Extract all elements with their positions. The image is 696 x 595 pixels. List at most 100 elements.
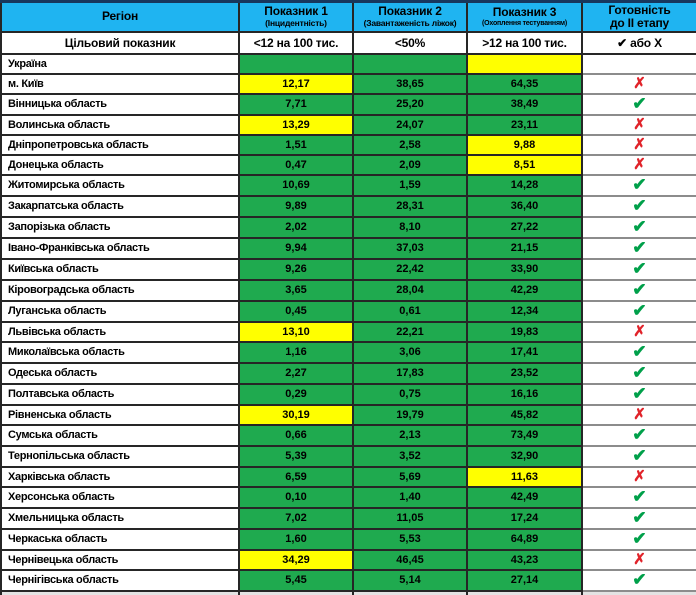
x-icon: ✗ <box>633 322 646 340</box>
column-header-indicator-1: Показник 1 (Інцидентність) <box>238 0 354 33</box>
cutoff-cell <box>581 589 696 595</box>
region-name: м. Київ <box>0 72 240 95</box>
indicator-3-value: 9,88 <box>466 133 583 156</box>
x-icon: ✗ <box>633 155 646 173</box>
region-name: Івано-Франківська область <box>0 236 240 260</box>
check-icon: ✔ <box>632 300 647 320</box>
region-name: Рівненська область <box>0 403 240 426</box>
table-row: Миколаївська область 1,16 3,06 17,41 ✔ <box>0 340 696 364</box>
table-row: Харківська область 6,59 5,69 11,63 ✗ <box>0 465 696 488</box>
status-empty <box>581 52 696 75</box>
indicator-2-value: 2,09 <box>352 153 468 176</box>
target-indicator-1: <12 на 100 тис. <box>238 30 354 55</box>
table-row: Кіровоградська область 3,65 28,04 42,29 ✔ <box>0 278 696 302</box>
check-icon: ✔ <box>632 383 647 403</box>
region-name: Кіровоградська область <box>0 278 240 302</box>
indicator-1-value: 9,26 <box>238 257 354 281</box>
indicator-3-value: 64,89 <box>466 527 583 551</box>
region-name: Херсонська область <box>0 485 240 509</box>
indicator-2-value: 5,53 <box>352 527 468 551</box>
indicator-2-value: 28,31 <box>352 194 468 218</box>
indicator-3-value: 14,28 <box>466 173 583 197</box>
target-row: Цільовий показник <12 на 100 тис. <50% >… <box>0 30 696 55</box>
indicator-1-value: 5,45 <box>238 568 354 592</box>
indicator-2-value: 2,58 <box>352 133 468 156</box>
region-name: Житомирська область <box>0 173 240 197</box>
status-check-icon: ✔ <box>581 527 696 551</box>
indicator-2-value: 8,10 <box>352 215 468 239</box>
check-icon: ✔ <box>632 569 647 589</box>
indicator-2-value: 17,83 <box>352 361 468 385</box>
status-check-icon: ✔ <box>581 278 696 302</box>
region-name: Полтавська область <box>0 382 240 406</box>
table-row: Тернопільська область 5,39 3,52 32,90 ✔ <box>0 444 696 468</box>
x-icon: ✗ <box>633 135 646 153</box>
indicator-1-value: 2,27 <box>238 361 354 385</box>
target-indicator-2: <50% <box>352 30 468 55</box>
column-header-indicator-2: Показник 2 (Завантаженість ліжок) <box>352 0 468 33</box>
check-icon: ✔ <box>632 258 647 278</box>
status-check-icon: ✔ <box>581 215 696 239</box>
indicator-3-value <box>466 52 583 75</box>
x-icon: ✗ <box>633 74 646 92</box>
check-icon: ✔ <box>632 424 647 444</box>
indicator-1-value: 9,94 <box>238 236 354 260</box>
column-header-indicator-3: Показник 3 (Охоплення тестуванням) <box>466 0 583 33</box>
table-row: Хмельницька область 7,02 11,05 17,24 ✔ <box>0 506 696 530</box>
status-check-icon: ✔ <box>581 194 696 218</box>
indicator-2-value: 1,59 <box>352 173 468 197</box>
region-name: Чернігівська область <box>0 568 240 592</box>
indicator-3-value: 32,90 <box>466 444 583 468</box>
column-header-region: Регіон <box>0 0 240 33</box>
indicator-1-value: 5,39 <box>238 444 354 468</box>
indicator-3-value: 42,49 <box>466 485 583 509</box>
indicator-1-value: 0,45 <box>238 299 354 323</box>
indicator-1-value: 6,59 <box>238 465 354 488</box>
status-x-icon: ✗ <box>581 320 696 343</box>
indicator-1-value: 0,10 <box>238 485 354 509</box>
table-row: Волинська область 13,29 24,07 23,11 ✗ <box>0 113 696 136</box>
indicator-1-value: 13,10 <box>238 320 354 343</box>
check-icon: ✔ <box>632 216 647 236</box>
indicator-3-value: 21,15 <box>466 236 583 260</box>
indicator-2-value: 38,65 <box>352 72 468 95</box>
indicator-1-value: 7,71 <box>238 92 354 116</box>
column-header-region-label: Регіон <box>101 9 139 24</box>
indicator-2-value: 3,52 <box>352 444 468 468</box>
indicator-3-value: 42,29 <box>466 278 583 302</box>
check-icon: ✔ <box>632 445 647 465</box>
header-row: Регіон Показник 1 (Інцидентність) Показн… <box>0 0 696 33</box>
indicator-2-value: 46,45 <box>352 548 468 571</box>
status-x-icon: ✗ <box>581 133 696 156</box>
x-icon: ✗ <box>633 405 646 423</box>
status-check-icon: ✔ <box>581 423 696 447</box>
indicator-2-value: 24,07 <box>352 113 468 136</box>
indicator-1-value: 1,60 <box>238 527 354 551</box>
table-row: Херсонська область 0,10 1,40 42,49 ✔ <box>0 485 696 509</box>
region-name: Донецька область <box>0 153 240 176</box>
indicator-2-value: 11,05 <box>352 506 468 530</box>
indicator-2-value: 5,14 <box>352 568 468 592</box>
indicator-1-value: 13,29 <box>238 113 354 136</box>
table-row: Чернігівська область 5,45 5,14 27,14 ✔ <box>0 568 696 592</box>
indicator-2-value: 22,42 <box>352 257 468 281</box>
indicator-3-value: 16,16 <box>466 382 583 406</box>
region-name: Миколаївська область <box>0 340 240 364</box>
x-icon: ✗ <box>633 550 646 568</box>
region-name: Дніпропетровська область <box>0 133 240 156</box>
column-header-indicator-1-sub: (Інцидентність) <box>265 17 327 28</box>
check-icon: ✔ <box>632 486 647 506</box>
region-name: Україна <box>0 52 240 75</box>
indicator-3-value: 33,90 <box>466 257 583 281</box>
indicator-1-value: 0,29 <box>238 382 354 406</box>
table-row: Рівненська область 30,19 19,79 45,82 ✗ <box>0 403 696 426</box>
indicator-3-value: 45,82 <box>466 403 583 426</box>
status-check-icon: ✔ <box>581 236 696 260</box>
region-name: Тернопільська область <box>0 444 240 468</box>
cutoff-row <box>0 589 696 595</box>
table-row: Чернівецька область 34,29 46,45 43,23 ✗ <box>0 548 696 571</box>
indicator-1-value: 1,51 <box>238 133 354 156</box>
indicator-3-value: 17,24 <box>466 506 583 530</box>
indicator-3-value: 36,40 <box>466 194 583 218</box>
indicator-3-value: 38,49 <box>466 92 583 116</box>
